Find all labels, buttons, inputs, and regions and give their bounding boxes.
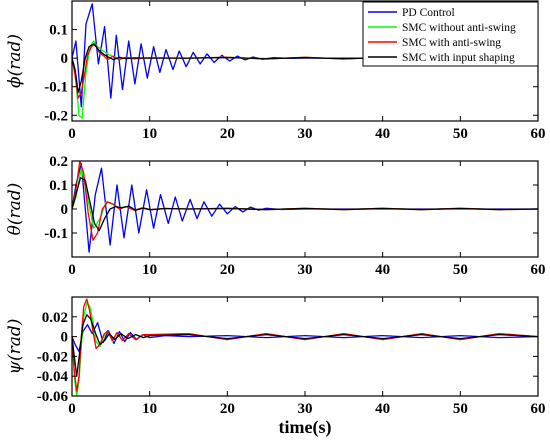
legend-entry: SMC with anti-swing bbox=[402, 37, 501, 49]
y-tick-label: -0.02 bbox=[37, 349, 68, 365]
y-tick-label: -0.1 bbox=[44, 226, 68, 242]
x-tick-label: 0 bbox=[68, 401, 76, 417]
plot-frame bbox=[71, 296, 539, 397]
y-tick-label: 0.1 bbox=[49, 178, 68, 194]
y-axis-label: ϕ(rad) bbox=[5, 34, 25, 88]
y-tick-label: 0 bbox=[61, 51, 69, 67]
x-tick-label: 50 bbox=[453, 262, 468, 278]
x-tick-label: 10 bbox=[142, 126, 157, 142]
x-tick-label: 0 bbox=[68, 262, 76, 278]
x-tick-label: 40 bbox=[375, 126, 390, 142]
x-tick-label: 50 bbox=[453, 401, 468, 417]
x-tick-label: 10 bbox=[142, 401, 157, 417]
legend: PD Control SMC without anti-swing SMC with… bbox=[362, 1, 539, 67]
series-line-smc-with-anti-swing bbox=[72, 298, 538, 392]
series-line-smc-with-anti-swing bbox=[72, 161, 538, 241]
x-tick-label: 20 bbox=[220, 126, 235, 142]
x-tick-label: 30 bbox=[298, 401, 313, 417]
x-tick-label: 0 bbox=[68, 126, 76, 142]
series-group bbox=[72, 298, 538, 396]
series-group bbox=[72, 161, 538, 253]
y-tick-label: -0.2 bbox=[44, 108, 68, 124]
x-tick-label: 40 bbox=[375, 401, 390, 417]
x-tick-label: 60 bbox=[531, 126, 546, 142]
y-tick-label: -0.06 bbox=[37, 389, 69, 405]
legend-entry: SMC without anti-swing bbox=[402, 22, 516, 34]
x-tick-label: 20 bbox=[220, 401, 235, 417]
panels-group: 0 10 20 30 40 50 60 0.1 0 -0.1 -0.2 ϕ(rad) 0 10 20 30 40… bbox=[5, 0, 546, 417]
y-tick-label: 0.02 bbox=[42, 310, 68, 326]
legend-entry: PD Control bbox=[402, 7, 455, 19]
x-tick-label: 10 bbox=[142, 262, 157, 278]
series-line-smc-with-input-shaping bbox=[72, 177, 538, 232]
x-axis-label: time(s) bbox=[279, 417, 332, 438]
y-axis-label: ψ(rad) bbox=[5, 319, 25, 375]
y-tick-label: -0.04 bbox=[37, 369, 69, 385]
y-axis-label: θ(rad) bbox=[5, 183, 25, 236]
x-tick-label: 20 bbox=[220, 262, 235, 278]
legend-entry: SMC with input shaping bbox=[402, 52, 515, 64]
y-tick-label: 0.1 bbox=[49, 23, 68, 39]
x-tick-label: 40 bbox=[375, 262, 390, 278]
y-tick-label: 0 bbox=[61, 330, 69, 346]
subplot-3: 0 10 20 30 40 50 60 0.02 0 -0.02 -0.04 -0.06 ψ(rad) bbox=[5, 296, 546, 417]
y-tick-label: -0.1 bbox=[44, 80, 68, 96]
x-tick-label: 50 bbox=[453, 126, 468, 142]
series-line-smc-with-input-shaping bbox=[72, 314, 538, 377]
x-tick-label: 60 bbox=[531, 401, 546, 417]
series-line-smc-without-anti-swing bbox=[72, 302, 538, 396]
x-tick-label: 30 bbox=[298, 126, 313, 142]
x-tick-label: 30 bbox=[298, 262, 313, 278]
y-tick-label: 0 bbox=[61, 202, 69, 218]
subplot-2: 0 10 20 30 40 50 60 0.2 0.1 0 -0.1 θ(rad) bbox=[5, 154, 546, 278]
y-tick-label: 0.2 bbox=[49, 154, 68, 170]
x-tick-label: 60 bbox=[531, 262, 546, 278]
